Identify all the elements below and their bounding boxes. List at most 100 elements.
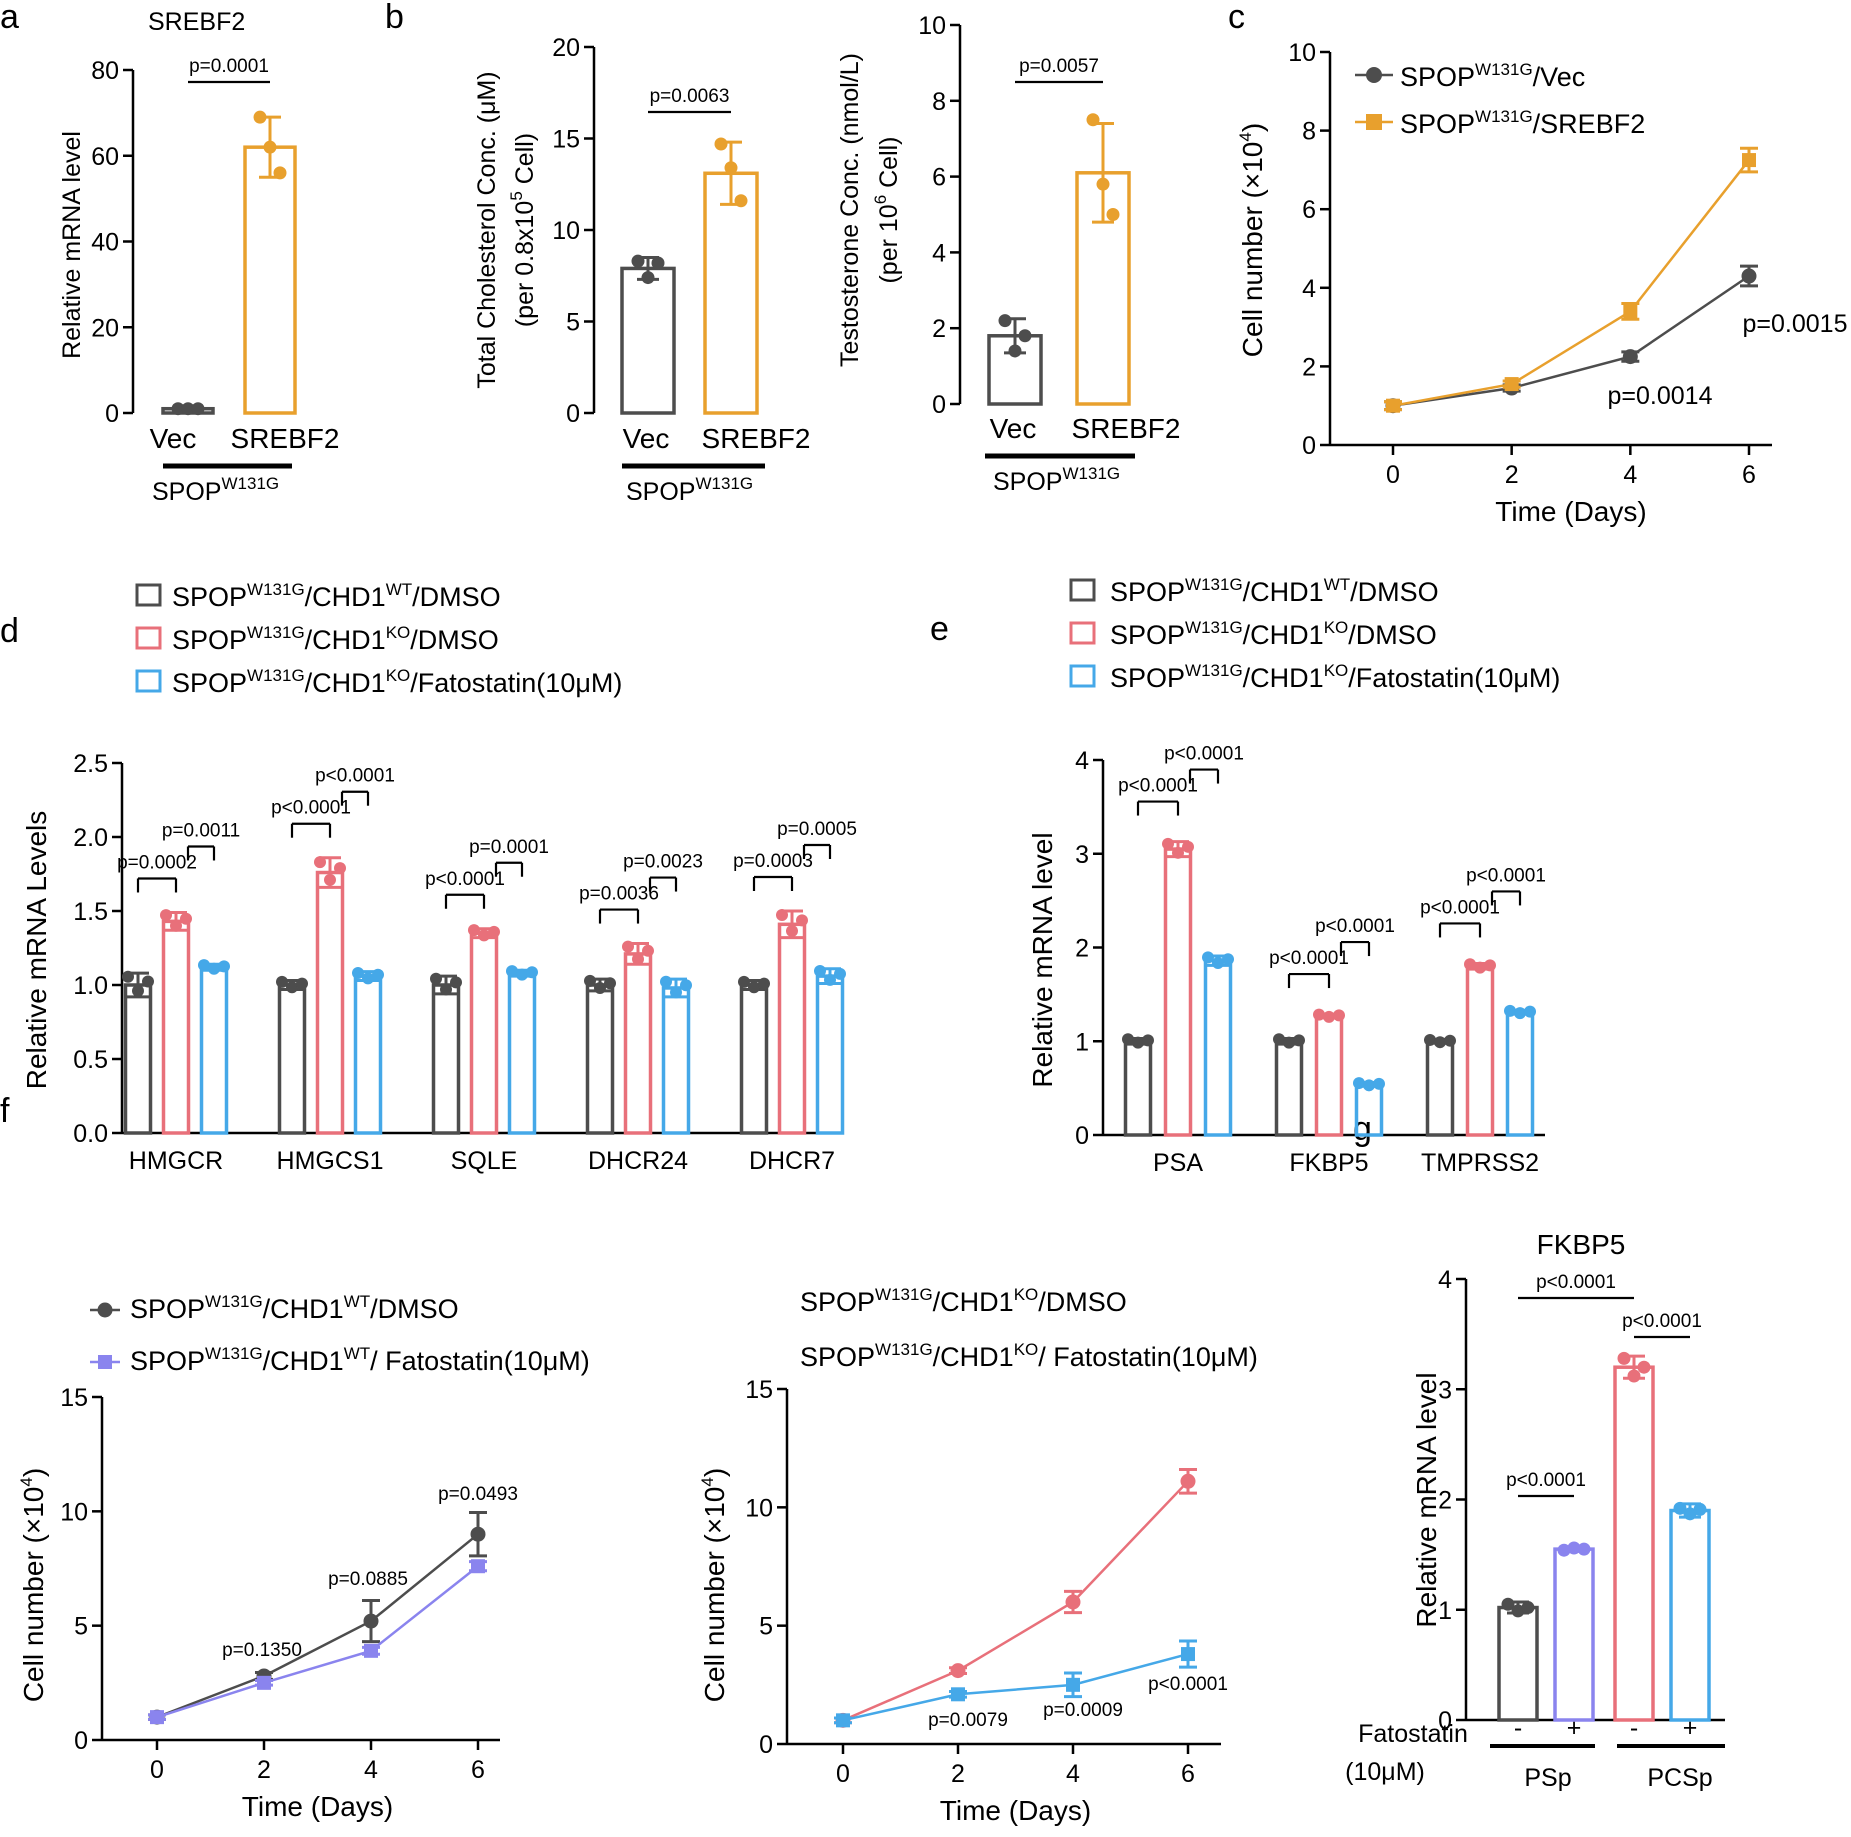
group-label: SPOPW131G (993, 464, 1120, 496)
y-tick-label: 2.5 (73, 750, 108, 778)
text-segment: SPOP (130, 1346, 205, 1376)
y-tick-label: 20 (552, 34, 580, 62)
data-point (488, 925, 500, 938)
y-tick-label: 10 (918, 12, 946, 40)
y-tick-label: 3 (1438, 1376, 1452, 1404)
superscript: W131G (1475, 107, 1533, 126)
superscript: 4 (17, 1477, 36, 1486)
data-point (1511, 1604, 1525, 1618)
data-point (584, 974, 596, 987)
superscript: KO (1324, 618, 1349, 637)
y-tick-label: 10 (1288, 39, 1316, 67)
p-value-label: p=0.0493 (438, 1484, 518, 1505)
data-point (1323, 1010, 1335, 1023)
legend-marker (1366, 67, 1382, 83)
superscript: 6 (871, 195, 890, 204)
y-tick-label: 2 (1302, 353, 1316, 381)
data-point (191, 402, 205, 416)
y-tick-label: 1.0 (73, 972, 108, 1000)
superscript: W131G (1185, 661, 1243, 680)
data-point (1637, 1360, 1651, 1374)
data-point (1293, 1034, 1305, 1047)
superscript: W131G (221, 474, 279, 493)
y-tick-label: 8 (932, 88, 946, 116)
data-point (1444, 1034, 1456, 1047)
data-point (1623, 304, 1638, 319)
text-segment: SPOP (1110, 577, 1185, 607)
data-point (1474, 961, 1486, 974)
series-line (842, 1480, 1189, 1722)
superscript: W131G (247, 666, 305, 685)
superscript: KO (1014, 1340, 1039, 1359)
data-point (1182, 840, 1194, 853)
text-segment: SPOP (152, 478, 221, 506)
text-segment: SPOP (130, 1294, 205, 1324)
x-tick-label: HMGCR (129, 1147, 223, 1175)
data-point (1202, 951, 1214, 964)
text-segment: ) (1237, 123, 1268, 132)
p-value-label: p=0.0015 (1743, 310, 1848, 338)
x-tick-label: 4 (1066, 1760, 1080, 1788)
p-value-label: p=0.0005 (777, 819, 857, 840)
text-segment: SPOP (1110, 620, 1185, 650)
text-segment: /CHD1 (1243, 577, 1324, 607)
bar (703, 171, 759, 415)
x-tick-label: Vec (623, 423, 670, 454)
data-point (1741, 268, 1757, 284)
text-segment: Cell number (×10 (18, 1487, 49, 1703)
y-tick-label: 5 (566, 309, 580, 337)
data-point (632, 953, 644, 966)
data-point (181, 402, 195, 416)
legend-swatch (1069, 621, 1096, 645)
p-value-label: p<0.0001 (1148, 1674, 1228, 1695)
p-value-label: p<0.0001 (1622, 1311, 1702, 1332)
data-point (680, 979, 692, 992)
x-axis-title: Time (Days) (940, 1795, 1091, 1826)
y-tick-label: 3 (1075, 841, 1089, 869)
superscript: W131G (205, 1344, 263, 1363)
data-point (1742, 153, 1756, 168)
data-point (198, 959, 210, 972)
legend-label: SPOPW131G/CHD1WT/DMSO (172, 580, 501, 612)
data-point (796, 914, 808, 927)
data-point (1524, 1005, 1536, 1018)
superscript: W131G (875, 1285, 933, 1304)
text-segment: Total Cholesterol Conc. (μM) (473, 71, 501, 388)
bar (620, 266, 676, 415)
p-value-label: p<0.0001 (1164, 744, 1244, 765)
data-point (1333, 1009, 1345, 1022)
x-tick-label: 2 (257, 1756, 271, 1784)
data-point (1096, 177, 1110, 191)
bar (815, 974, 845, 1135)
y-tick-label: 0 (1075, 1122, 1089, 1150)
data-point (1386, 398, 1400, 413)
data-point (142, 975, 154, 988)
data-point (641, 271, 655, 285)
x-tick-label: 6 (1742, 461, 1756, 489)
y-tick-label: 20 (91, 314, 119, 342)
bar (1425, 1039, 1455, 1137)
data-point (660, 975, 672, 988)
legend-marker (97, 1302, 113, 1318)
data-point (440, 983, 452, 996)
data-point (724, 161, 738, 175)
p-value-label: p<0.0001 (425, 869, 505, 890)
text-segment: /DMSO (410, 625, 499, 655)
p-value-label: p=0.0009 (1043, 1700, 1123, 1721)
text-segment: SPOP (172, 625, 247, 655)
data-point (1065, 1594, 1081, 1610)
panel-letter: b (385, 0, 404, 36)
data-point (506, 965, 518, 978)
panel-letter: c (1228, 0, 1245, 36)
text-segment: /DMSO (1038, 1287, 1127, 1317)
y-tick-label: 15 (745, 1376, 773, 1404)
bar (1613, 1365, 1655, 1722)
data-point (748, 981, 760, 994)
bar (777, 922, 807, 1135)
data-point (734, 194, 748, 208)
x-axis-title: Time (Days) (1495, 496, 1646, 527)
p-value-label: p=0.0001 (469, 837, 549, 858)
bar (1123, 1039, 1153, 1137)
data-point (758, 977, 770, 990)
p-value-label: p<0.0001 (1269, 948, 1349, 969)
